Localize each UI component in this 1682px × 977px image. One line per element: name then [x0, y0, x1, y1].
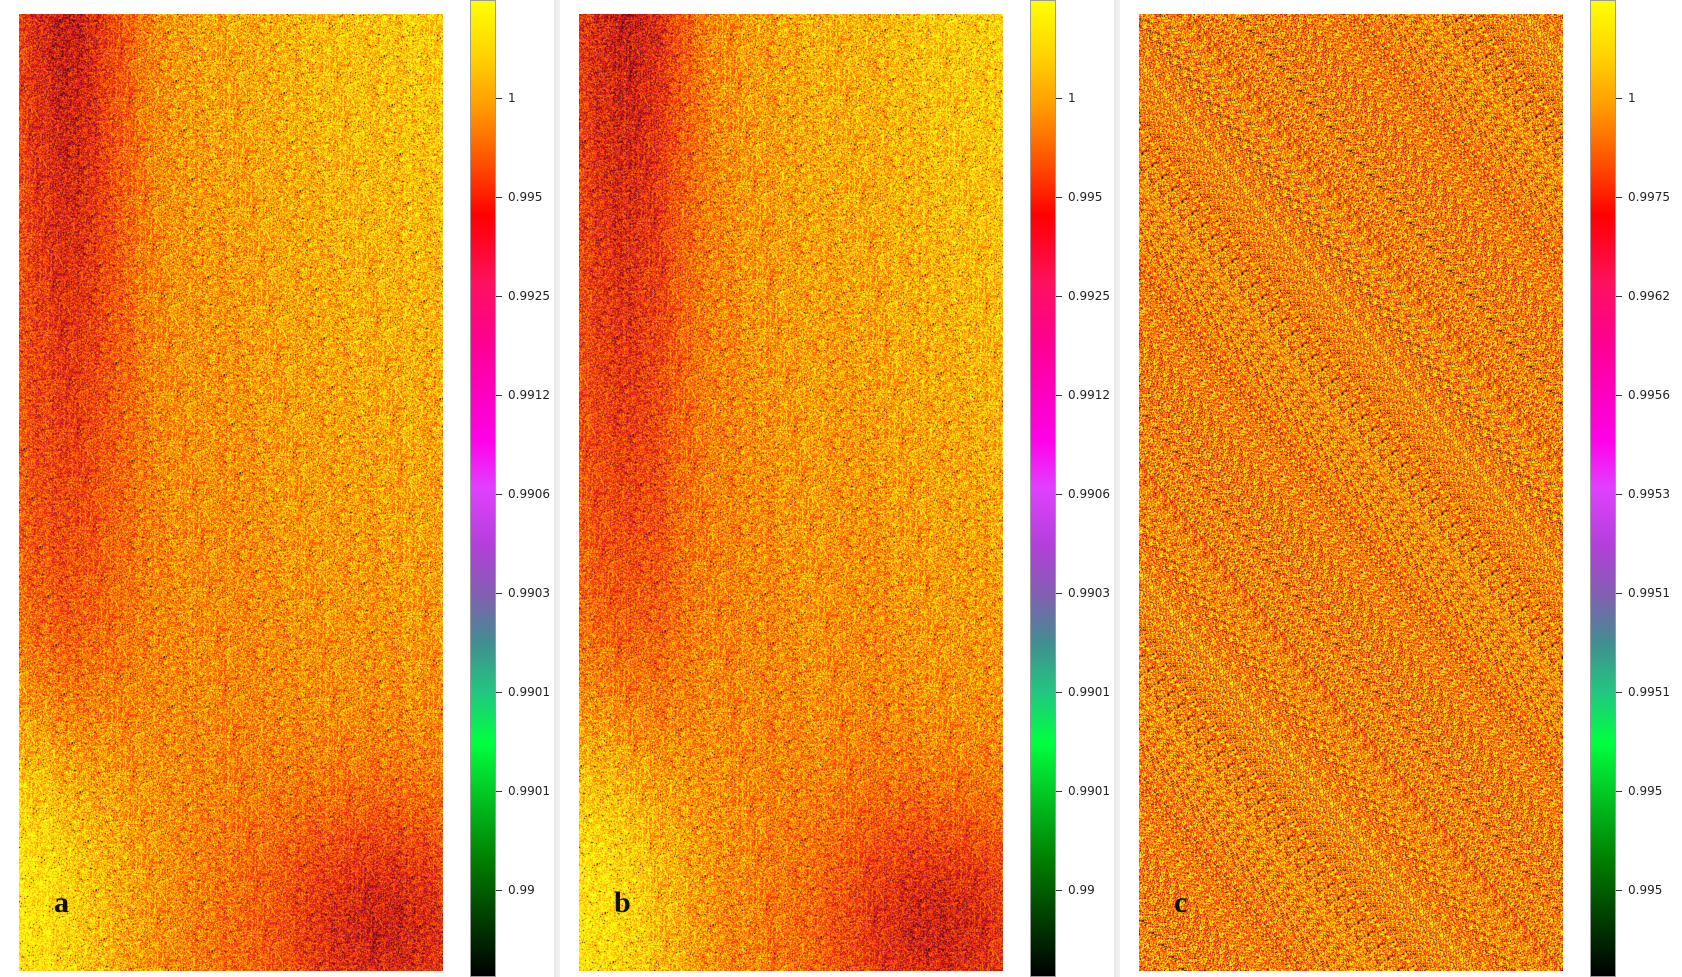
colorbar-tick-label: 0.9975	[1628, 190, 1670, 204]
colorbar-tick	[1056, 890, 1062, 891]
colorbar-tick	[1616, 494, 1622, 495]
colorbar-tick-label: 0.9951	[1628, 586, 1670, 600]
colorbar-tick-label: 0.9912	[508, 388, 550, 402]
heatmap-image	[1139, 14, 1563, 971]
colorbar-tick-label: 0.995	[1628, 784, 1663, 798]
colorbar-tick-label: 1	[1628, 91, 1636, 105]
colorbar-tick-label: 0.9956	[1628, 388, 1670, 402]
colorbar-tick-label: 0.995	[1628, 883, 1663, 897]
colorbar-tick-label: 0.9901	[1068, 784, 1110, 798]
heatmap-image	[19, 14, 443, 971]
colorbar-tick	[1616, 593, 1622, 594]
colorbar-tick-label: 1	[1068, 91, 1076, 105]
colorbar-tick	[1056, 296, 1062, 297]
colorbar-tick-label: 0.9951	[1628, 685, 1670, 699]
colorbar-tick	[496, 692, 502, 693]
colorbar-tick-label: 0.9903	[508, 586, 550, 600]
colorbar-tick	[1056, 692, 1062, 693]
colorbar-tick-label: 0.9912	[1068, 388, 1110, 402]
colorbar-tick-label: 0.9906	[508, 487, 550, 501]
colorbar-tick-label: 0.9901	[508, 685, 550, 699]
colorbar-tick-label: 0.9903	[1068, 586, 1110, 600]
colorbar-tick	[1056, 395, 1062, 396]
colorbar-tick	[1056, 98, 1062, 99]
panel-b: b 1 0.995 0.9925 0.9912 0.9906 0.9903 0.…	[560, 0, 1120, 977]
colorbar-tick-label: 0.9925	[1068, 289, 1110, 303]
heatmap-image	[579, 14, 1003, 971]
colorbar	[470, 0, 496, 977]
panel-a: a 1 0.995 0.9925 0.9912 0.9906 0.9903 0.…	[0, 0, 560, 977]
panel-divider	[1114, 0, 1120, 977]
panel-label: b	[614, 886, 631, 919]
colorbar-tick-label: 0.99	[1068, 883, 1095, 897]
panel-label: a	[54, 886, 69, 919]
colorbar-tick	[496, 197, 502, 198]
colorbar-tick	[496, 395, 502, 396]
colorbar-tick	[1616, 395, 1622, 396]
colorbar-tick-label: 0.9901	[1068, 685, 1110, 699]
colorbar-tick-label: 0.9953	[1628, 487, 1670, 501]
colorbar-tick	[496, 593, 502, 594]
panel-divider	[554, 0, 560, 977]
colorbar-tick-label: 0.9901	[508, 784, 550, 798]
colorbar-tick-label: 0.9962	[1628, 289, 1670, 303]
colorbar-tick	[496, 890, 502, 891]
colorbar-tick	[1616, 98, 1622, 99]
colorbar-tick	[1616, 692, 1622, 693]
panel-label: c	[1174, 886, 1188, 919]
colorbar-tick	[1616, 791, 1622, 792]
colorbar-tick-label: 0.995	[1068, 190, 1103, 204]
colorbar	[1590, 0, 1616, 977]
colorbar-tick	[496, 296, 502, 297]
colorbar-tick	[496, 791, 502, 792]
panel-c: c 1 0.9975 0.9962 0.9956 0.9953 0.9951 0…	[1120, 0, 1680, 977]
colorbar-tick	[1056, 197, 1062, 198]
colorbar	[1030, 0, 1056, 977]
colorbar-tick-label: 0.9925	[508, 289, 550, 303]
colorbar-tick-label: 0.995	[508, 190, 543, 204]
colorbar-tick	[496, 494, 502, 495]
colorbar-tick	[1616, 197, 1622, 198]
colorbar-tick	[1056, 494, 1062, 495]
colorbar-tick-label: 0.99	[508, 883, 535, 897]
colorbar-tick	[496, 98, 502, 99]
colorbar-tick	[1616, 296, 1622, 297]
colorbar-tick	[1056, 791, 1062, 792]
colorbar-tick	[1056, 593, 1062, 594]
colorbar-tick-label: 1	[508, 91, 516, 105]
colorbar-tick-label: 0.9906	[1068, 487, 1110, 501]
colorbar-tick	[1616, 890, 1622, 891]
